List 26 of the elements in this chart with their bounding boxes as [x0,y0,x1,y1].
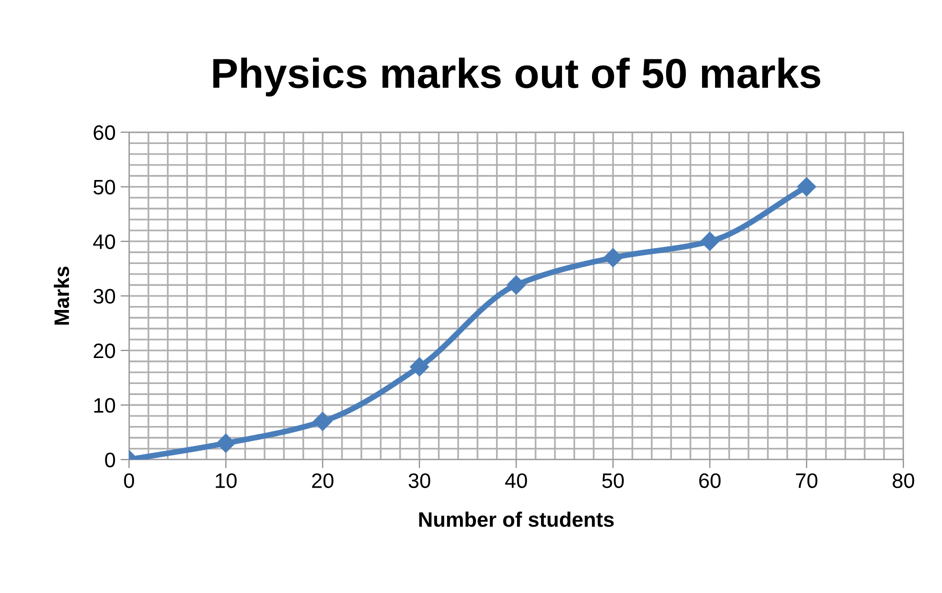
x-tick-label: 30 [408,473,430,488]
y-tick-label: 0 [105,452,116,468]
x-tick-label: 0 [124,473,134,488]
x-tick-label: 70 [796,473,818,488]
x-tick-label: 60 [699,473,721,488]
point [410,357,429,376]
x-tick-label: 80 [892,473,914,488]
x-tick-label: 10 [216,473,237,488]
point [797,177,816,196]
y-tick-label: 10 [94,398,116,413]
point [700,232,720,251]
y-axis-title: Marks [54,266,70,325]
x-axis-title: Number of students [419,512,614,527]
y-tick-label: 30 [93,288,116,304]
chart-title: Physics marks out of 50 marks [213,58,820,96]
y-tick-label: 50 [94,180,116,195]
point [603,248,623,268]
y-tick-label: 40 [93,234,116,250]
point [313,412,332,431]
y-tick-label: 20 [94,343,116,358]
point [216,434,236,453]
x-tick-label: 50 [602,473,624,488]
y-tick-label: 60 [94,125,116,140]
point [506,275,526,295]
x-tick-label: 20 [312,473,334,488]
x-tick-label: 40 [505,473,527,488]
